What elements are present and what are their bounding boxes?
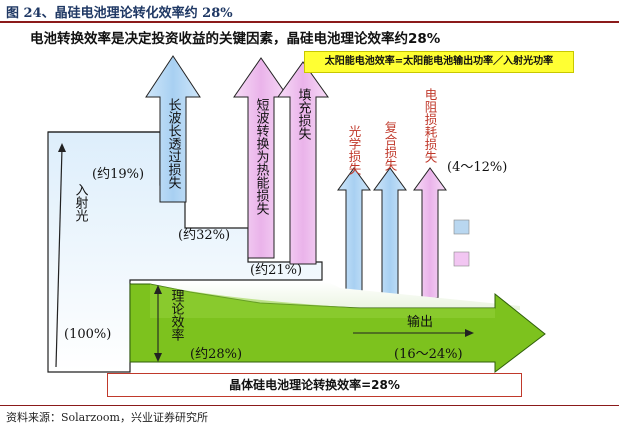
small-loss-arrows bbox=[337, 167, 447, 299]
legend-swatch-pink bbox=[453, 251, 470, 267]
source-rule bbox=[0, 405, 619, 406]
theoretical-percent: (约28%) bbox=[190, 347, 242, 362]
output-label: 输出 bbox=[407, 314, 433, 330]
output-arrow-shade bbox=[150, 284, 495, 318]
theory-bracket-head-bottom bbox=[154, 353, 162, 362]
short-wave-loss-arrow bbox=[233, 57, 289, 259]
resistance-loss-arrow bbox=[413, 167, 447, 299]
legend-swatch-blue bbox=[453, 219, 470, 235]
recombination-loss-label: 复合损失 bbox=[383, 121, 398, 172]
theoretical-efficiency-label: 理论效率 bbox=[169, 289, 185, 341]
optical-loss-arrow bbox=[337, 167, 371, 299]
figure-title: 图 24、晶硅电池理论转化效率约 28% bbox=[6, 6, 233, 21]
resistance-loss-label: 电阻损耗损失 bbox=[423, 88, 438, 164]
small-losses-percent: (4～12%) bbox=[447, 160, 507, 175]
short-wave-percent: (约32%) bbox=[178, 228, 230, 243]
theoretical-efficiency-box: 晶体硅电池理论转换效率=28% bbox=[107, 373, 522, 397]
theory-bracket-head-top bbox=[154, 285, 162, 294]
title-rule bbox=[0, 21, 619, 23]
fill-loss-arrow bbox=[277, 61, 329, 265]
long-wave-percent: (约19%) bbox=[92, 167, 144, 182]
long-wave-loss-arrow bbox=[145, 55, 201, 203]
fill-percent: (约21%) bbox=[250, 263, 302, 278]
figure-source: 资料来源：Solarzoom，兴业证券研究所 bbox=[6, 411, 208, 424]
efficiency-formula: 太阳能电池效率=太阳能电池输出功率／入射光功率 bbox=[304, 51, 574, 73]
input-arrow-head-top bbox=[58, 143, 66, 152]
fill-loss-label: 填充损失 bbox=[296, 88, 312, 140]
input-arrow-line bbox=[55, 147, 63, 368]
recombination-loss-arrow bbox=[373, 167, 407, 299]
headline: 电池转换效率是决定投资收益的关键因素，晶硅电池理论效率约28% bbox=[30, 31, 441, 47]
input-light-label: 入射光 bbox=[73, 183, 89, 222]
optical-loss-label: 光学损失 bbox=[347, 125, 362, 176]
input-percent: (100%) bbox=[64, 327, 111, 342]
long-wave-loss-label: 长波长透过损失 bbox=[166, 98, 182, 189]
output-percent: (16～24%) bbox=[394, 347, 463, 362]
short-wave-loss-label: 短波转换为热能损失 bbox=[254, 98, 270, 215]
output-arrow-line-head bbox=[465, 329, 474, 337]
